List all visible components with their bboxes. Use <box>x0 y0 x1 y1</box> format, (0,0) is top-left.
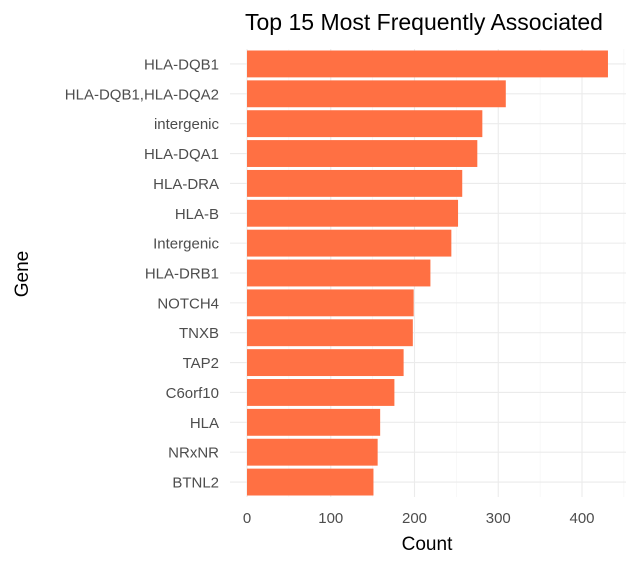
bar <box>247 468 374 496</box>
bar <box>247 169 463 197</box>
y-tick-label: HLA-DQB1 <box>144 56 219 73</box>
bar <box>247 319 413 347</box>
bar <box>247 438 378 466</box>
y-axis-title: Gene <box>12 251 33 297</box>
x-tick-label: 400 <box>569 510 594 527</box>
y-tick-label: intergenic <box>154 116 220 133</box>
x-tick-label: 300 <box>486 510 511 527</box>
y-tick-label: HLA-DRA <box>153 176 219 193</box>
x-tick-label: 100 <box>318 510 343 527</box>
bar <box>247 80 506 108</box>
y-tick-label: C6orf10 <box>166 385 219 402</box>
bar <box>247 259 431 287</box>
y-tick-label: HLA-DQA1 <box>144 146 219 163</box>
bar <box>247 379 395 406</box>
bar <box>247 140 478 167</box>
x-tick-label: 0 <box>243 510 251 527</box>
bars <box>247 50 608 496</box>
y-axis-tick-labels: HLA-DQB1 HLA-DQB1,HLA-DQA2 intergenic HLA-D… <box>65 56 220 491</box>
bar <box>247 199 459 227</box>
chart-title: Top 15 Most Frequently Associated <box>245 9 603 35</box>
y-tick-label: HLA <box>190 415 219 432</box>
x-axis-title: Count <box>402 534 453 555</box>
x-tick-label: 200 <box>402 510 427 527</box>
y-tick-label: NRxNR <box>168 445 219 462</box>
y-tick-label: Intergenic <box>153 236 219 253</box>
bar <box>247 408 381 436</box>
y-tick-label: HLA-DQB1,HLA-DQA2 <box>65 86 219 103</box>
y-tick-label: BTNL2 <box>172 475 219 492</box>
bar <box>247 229 452 257</box>
bar <box>247 289 414 317</box>
x-axis-tick-labels: 0 100 200 300 400 <box>243 510 595 527</box>
y-tick-label: HLA-B <box>175 206 219 223</box>
y-tick-label: NOTCH4 <box>157 295 219 312</box>
bar <box>247 349 404 377</box>
bar <box>247 110 483 138</box>
bar <box>247 50 608 78</box>
y-tick-label: TAP2 <box>183 355 219 372</box>
y-tick-label: TNXB <box>179 325 219 342</box>
y-tick-label: HLA-DRB1 <box>145 266 219 283</box>
